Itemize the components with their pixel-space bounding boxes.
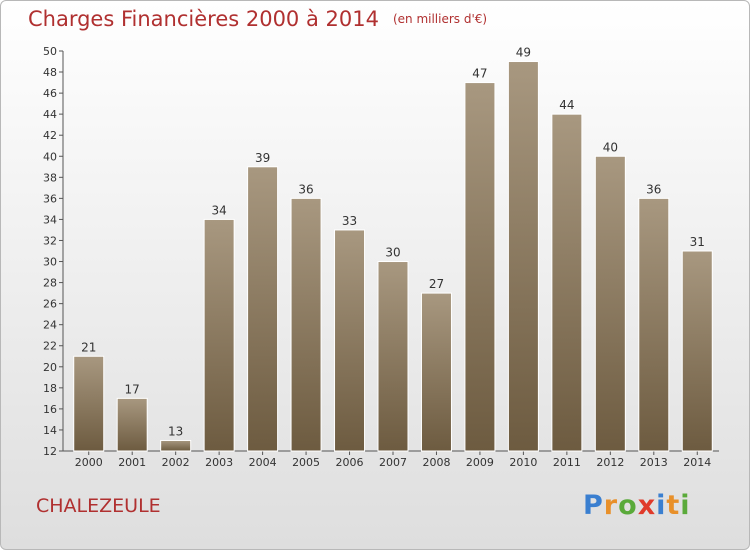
bar-2010	[507, 61, 539, 452]
logo-letter: x	[637, 490, 657, 521]
y-tick-label: 12	[43, 445, 57, 458]
data-label-2011: 44	[559, 98, 574, 112]
y-tick-label: 36	[43, 192, 57, 205]
data-label-2007: 30	[385, 246, 400, 260]
bars-group: 21 17 13 34 39 36 33 30 27 47 49 44 40 36 31	[73, 46, 713, 452]
commune-name: CHALEZEULE	[36, 495, 161, 517]
data-label-2000: 21	[81, 340, 96, 354]
bar-2001	[116, 397, 148, 452]
data-label-2013: 36	[646, 182, 661, 196]
x-tick-label-2003: 2003	[205, 456, 233, 469]
y-axis: 12 14 16 18 20 22 24 26 28 30 32 34 36 38 40 42 44 46 48 50	[43, 45, 64, 458]
x-tick-label-2009: 2009	[466, 456, 494, 469]
x-tick-label-2000: 2000	[75, 456, 103, 469]
data-label-2005: 36	[298, 182, 313, 196]
bar-2006	[334, 229, 366, 452]
x-tick-label-2010: 2010	[509, 456, 537, 469]
logo-letter: i	[656, 490, 667, 521]
x-tick-label-2007: 2007	[379, 456, 407, 469]
bar-2000	[73, 355, 105, 452]
x-tick-label-2004: 2004	[249, 456, 277, 469]
data-label-2012: 40	[603, 140, 618, 154]
bar-2003	[203, 218, 235, 452]
logo-letter: P	[583, 490, 604, 521]
y-tick-label: 18	[43, 382, 57, 395]
data-label-2006: 33	[342, 214, 357, 228]
bar-2008	[420, 292, 452, 452]
x-tick-label-2008: 2008	[422, 456, 450, 469]
bar-2009	[464, 82, 496, 452]
y-tick-label: 46	[43, 87, 57, 100]
y-tick-label: 38	[43, 171, 57, 184]
y-tick-label: 34	[43, 213, 57, 226]
bar-2007	[377, 261, 409, 452]
logo-letter: o	[618, 490, 638, 521]
data-label-2008: 27	[429, 277, 444, 291]
x-tick-label-2002: 2002	[162, 456, 190, 469]
x-tick-label-2014: 2014	[683, 456, 711, 469]
logo-letter: t	[666, 490, 681, 521]
data-label-2003: 34	[211, 203, 226, 217]
y-tick-label: 28	[43, 277, 57, 290]
y-tick-label: 24	[43, 319, 57, 332]
logo-letter: r	[603, 490, 619, 521]
y-tick-label: 16	[43, 403, 57, 416]
data-label-2004: 39	[255, 151, 270, 165]
data-label-2010: 49	[516, 46, 531, 60]
y-tick-label: 42	[43, 129, 57, 142]
bar-2004	[247, 166, 279, 452]
chart-subtitle: (en milliers d'€)	[392, 12, 488, 26]
y-tick-label: 44	[43, 108, 57, 121]
y-tick-label: 20	[43, 361, 57, 374]
chart-title: Charges Financières 2000 à 2014 (en milli…	[28, 7, 487, 31]
bar-2011	[551, 113, 583, 452]
y-tick-label: 22	[43, 340, 57, 353]
y-tick-label: 30	[43, 256, 57, 269]
chart-title-text: Charges Financières 2000 à 2014	[28, 7, 379, 31]
bar-2012	[594, 155, 626, 452]
data-label-2014: 31	[690, 235, 705, 249]
y-tick-label: 14	[43, 424, 57, 437]
x-tick-label-2001: 2001	[118, 456, 146, 469]
y-tick-label: 50	[43, 45, 57, 58]
data-label-2002: 13	[168, 424, 183, 438]
y-tick-label: 26	[43, 298, 57, 311]
x-tick-label-2005: 2005	[292, 456, 320, 469]
x-tick-label-2011: 2011	[553, 456, 581, 469]
logo-letter: i	[680, 490, 691, 521]
bar-2013	[638, 197, 670, 452]
y-tick-label: 32	[43, 234, 57, 247]
bar-2002	[160, 439, 192, 452]
proxiti-logo[interactable]: Proxiti	[583, 490, 691, 521]
bar-2005	[290, 197, 322, 452]
bar-2014	[681, 250, 713, 452]
data-label-2009: 47	[472, 67, 487, 81]
y-tick-label: 48	[43, 66, 57, 79]
x-tick-label-2013: 2013	[640, 456, 668, 469]
x-tick-label-2012: 2012	[596, 456, 624, 469]
y-tick-label: 40	[43, 150, 57, 163]
x-axis: 2000 2001 2002 2003 2004 2005 2006 2007 2008 2009…	[63, 450, 719, 469]
x-tick-label-2006: 2006	[336, 456, 364, 469]
data-label-2001: 17	[125, 382, 140, 396]
